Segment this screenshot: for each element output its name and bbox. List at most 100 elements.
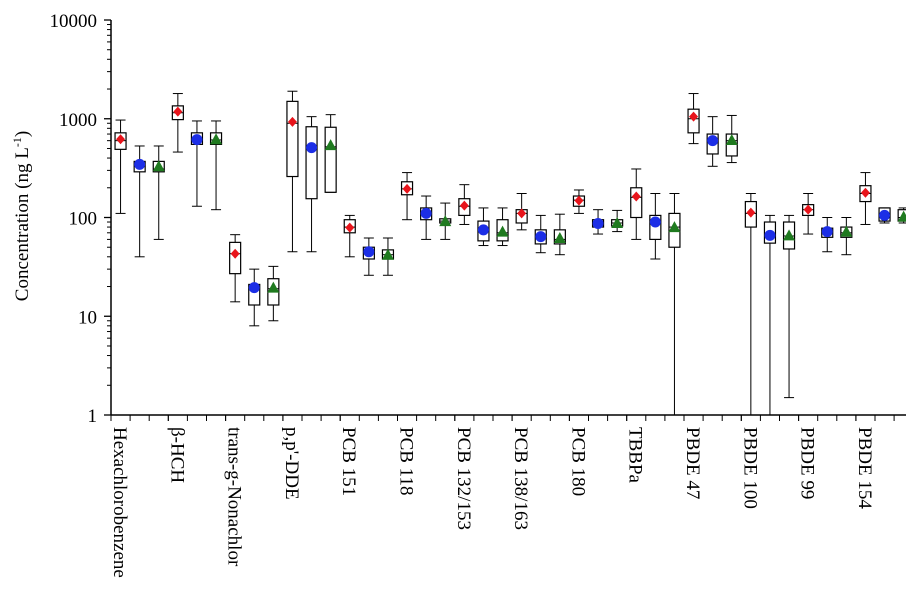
y-tick-label: 1000	[59, 110, 97, 131]
box-green	[267, 265, 280, 322]
box-green	[324, 114, 337, 193]
x-category-label: TBBPa	[625, 427, 646, 484]
box-green	[725, 114, 738, 164]
x-category-label: PCB 151	[338, 427, 359, 496]
box-red	[630, 168, 643, 240]
y-tick-label: 1	[88, 406, 98, 427]
mean-circle-marker	[592, 217, 604, 229]
box-blue	[133, 145, 146, 258]
box-green	[611, 209, 624, 233]
box-green	[553, 213, 566, 256]
mean-triangle-marker	[783, 229, 796, 241]
mean-circle-marker	[134, 158, 146, 170]
mean-diamond-marker	[287, 116, 297, 127]
mean-circle-marker	[420, 207, 432, 219]
box-green	[381, 237, 395, 276]
mean-circle-marker	[535, 231, 547, 243]
iqr-box	[286, 100, 299, 178]
mean-triangle-marker	[381, 248, 394, 260]
x-category-label: PCB 138/163	[510, 427, 531, 530]
y-tick-label: 10	[78, 307, 97, 328]
x-category-label: PBDE 47	[682, 427, 703, 499]
mean-circle-marker	[306, 142, 318, 154]
y-tick-label: 10000	[50, 11, 98, 32]
box-blue	[649, 193, 662, 260]
x-category-label: β-HCH	[166, 427, 187, 483]
mean-triangle-marker	[725, 133, 738, 145]
mean-triangle-marker	[611, 216, 624, 228]
mean-triangle-marker	[267, 281, 280, 293]
mean-triangle-marker	[152, 160, 165, 172]
mean-diamond-marker	[803, 204, 813, 215]
mean-diamond-marker	[459, 200, 469, 211]
box-red	[458, 184, 471, 225]
box-blue	[821, 217, 834, 253]
x-category-label: PBDE 100	[739, 427, 760, 509]
box-green	[668, 193, 681, 415]
box-blue	[362, 237, 375, 276]
mean-diamond-marker	[860, 187, 870, 198]
box-green	[496, 207, 509, 247]
box-green	[152, 145, 165, 240]
box-green	[897, 207, 906, 224]
mean-circle-marker	[879, 209, 891, 221]
mean-circle-marker	[649, 216, 661, 228]
mean-triangle-marker	[668, 221, 681, 233]
y-tick-label: 100	[69, 209, 98, 230]
mean-diamond-marker	[345, 222, 355, 233]
mean-circle-marker	[363, 246, 375, 258]
mean-triangle-marker	[496, 225, 509, 237]
box-red	[515, 193, 528, 231]
mean-triangle-marker	[840, 225, 853, 237]
x-category-label: p,p'-DDE	[281, 427, 302, 500]
box-red	[802, 193, 815, 235]
box-blue	[534, 214, 547, 254]
x-category-label: PBDE 99	[797, 427, 818, 499]
box-red	[572, 189, 586, 214]
x-category-label: Hexachlorobenzene	[109, 427, 130, 578]
mean-triangle-marker	[324, 139, 337, 151]
mean-circle-marker	[191, 134, 203, 146]
box-green	[782, 214, 796, 399]
iqr-box	[630, 187, 643, 219]
x-category-label: PCB 132/153	[453, 427, 474, 530]
box-green	[840, 217, 853, 256]
x-category-label: PBDE 154	[854, 427, 875, 509]
box-blue	[420, 195, 433, 240]
box-red	[744, 193, 757, 415]
box-plot-series	[114, 90, 906, 415]
mean-diamond-marker	[402, 183, 412, 194]
box-blue	[248, 268, 261, 327]
mean-diamond-marker	[746, 207, 756, 218]
mean-diamond-marker	[517, 208, 527, 219]
box-blue	[878, 207, 891, 224]
y-axis-label: Concentration (ng L-1)	[10, 131, 33, 301]
mean-diamond-marker	[689, 111, 699, 122]
y-axis: 1 10 100 1000 10000	[50, 11, 112, 427]
iqr-box	[305, 126, 318, 200]
mean-circle-marker	[477, 224, 489, 236]
box-green	[209, 120, 223, 211]
iqr-box	[324, 126, 337, 193]
box-red	[343, 214, 356, 258]
mean-triangle-marker	[897, 210, 906, 222]
mean-diamond-marker	[631, 191, 641, 202]
box-red	[400, 172, 414, 221]
box-red	[171, 93, 184, 153]
box-blue	[190, 120, 204, 207]
mean-triangle-marker	[553, 232, 566, 244]
x-category-label: PCB 118	[396, 427, 417, 495]
box-blue	[763, 214, 777, 415]
box-blue	[477, 207, 490, 247]
box-green	[439, 202, 452, 240]
box-red	[229, 234, 242, 303]
mean-circle-marker	[707, 135, 719, 147]
mean-diamond-marker	[574, 195, 584, 206]
mean-diamond-marker	[116, 134, 126, 145]
x-category-label: PCB 180	[567, 427, 588, 496]
mean-diamond-marker	[173, 106, 183, 117]
x-axis: Hexachlorobenzene β-HCH trans-g-Nonachlor p…	[109, 414, 906, 578]
box-red	[286, 90, 299, 253]
mean-circle-marker	[248, 282, 260, 294]
